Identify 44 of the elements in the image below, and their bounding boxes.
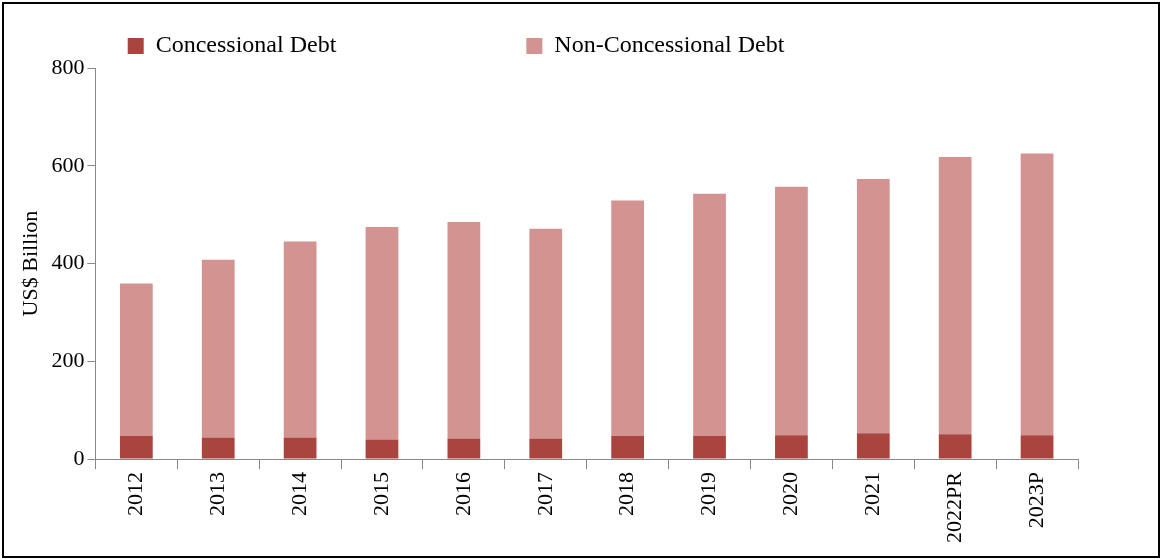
x-tick-label: 2021 <box>859 472 885 517</box>
x-tick-label: 2012 <box>122 472 148 517</box>
bar <box>283 241 317 438</box>
x-tick-label: 2017 <box>531 472 557 517</box>
bar <box>365 439 399 459</box>
bar <box>201 259 235 438</box>
x-tick-label: 2016 <box>449 472 475 517</box>
x-tick-label: 2020 <box>777 472 803 517</box>
bar <box>611 436 645 459</box>
legend-label: Non-Concessional Debt <box>554 31 965 58</box>
bar <box>856 433 890 459</box>
bar <box>775 435 808 459</box>
bar <box>856 178 890 434</box>
y-tick-label: 600 <box>51 151 85 177</box>
x-tick-label: 2013 <box>204 472 230 517</box>
y-tick-label: 800 <box>51 53 85 79</box>
bar <box>693 436 726 459</box>
y-tick-label: 200 <box>51 347 85 373</box>
bar <box>447 221 481 439</box>
x-tick-label: 2018 <box>613 472 639 517</box>
x-tick-label: 2019 <box>695 472 721 517</box>
y-tick-label: 400 <box>51 249 85 275</box>
bar <box>1020 435 1054 459</box>
bar <box>119 436 153 459</box>
x-tick-label: 2023P <box>1022 472 1048 529</box>
bar <box>775 186 808 436</box>
bar <box>529 438 563 459</box>
y-tick-label: 0 <box>73 444 85 470</box>
bar <box>1020 153 1054 436</box>
x-tick-label: 2015 <box>367 472 393 517</box>
bar <box>611 200 645 437</box>
bar <box>938 434 972 459</box>
bar <box>529 228 563 439</box>
x-tick-label: 2014 <box>285 472 311 517</box>
bar <box>283 437 317 459</box>
bar <box>447 438 481 459</box>
x-tick-label: 2022PR <box>940 471 966 544</box>
bar <box>201 437 235 459</box>
bar <box>119 283 153 437</box>
bar <box>365 226 399 440</box>
bar <box>938 156 972 435</box>
bar <box>693 193 726 437</box>
legend-label: Concessional Debt <box>155 31 517 58</box>
y-axis-title: US$ Billion <box>16 210 42 317</box>
